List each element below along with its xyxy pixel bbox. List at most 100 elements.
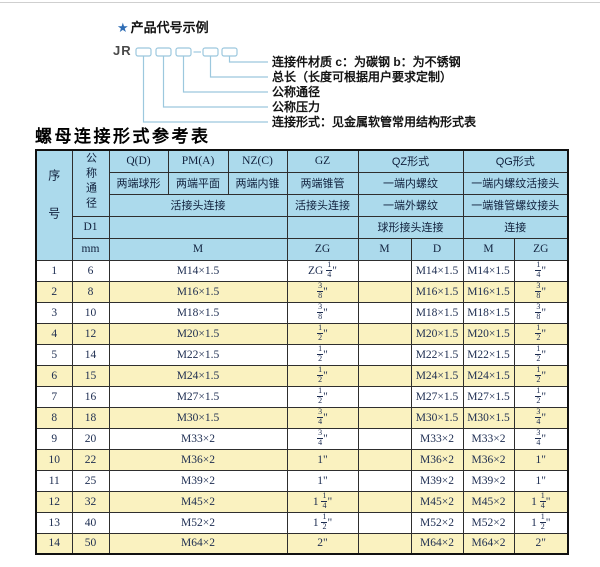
table-row: 14 50 M64×2 2" M64×2 M64×2 2"	[35, 532, 569, 555]
header-qz-sub1: 一端内螺纹	[357, 171, 464, 195]
cell-qg-m: M22×1.5	[462, 343, 515, 366]
cell-qg-zg: 3 8 "	[513, 280, 569, 303]
header-qg-sub2: 一端锥管螺纹接头	[462, 193, 569, 217]
cell-qg-m: M33×2	[462, 427, 515, 450]
leader-lines-svg	[135, 47, 268, 123]
table-row: 3 10 M18×1.5 3 8 " M18×1.5 M18×1.5 3 8 "	[35, 301, 569, 324]
cell-zg: 3 8 "	[286, 301, 359, 324]
leader-line	[228, 56, 268, 63]
cell-qz-d: M14×1.5	[410, 259, 464, 282]
cell-qz-d: M52×2	[410, 511, 464, 534]
cell-qz-m	[357, 280, 412, 303]
cell-seq: 14	[35, 532, 73, 555]
table-row: 4 12 M20×1.5 1 2 " M20×1.5 M20×1.5 1 2 "	[35, 322, 569, 345]
cell-m: M30×1.5	[108, 406, 288, 429]
header-union-conn: 活接头连接	[108, 193, 288, 217]
cell-zg: 2"	[286, 532, 359, 555]
header-qg-form: QG形式	[462, 149, 569, 173]
diagram-label-diameter: 公称通径	[272, 85, 321, 99]
cell-qz-m	[357, 448, 412, 471]
table-row: 8 18 M30×1.5 3 4 " M30×1.5 M30×1.5 3 4 "	[35, 406, 569, 429]
cell-qg-m: M16×1.5	[462, 280, 515, 303]
cell-m: M22×1.5	[108, 343, 288, 366]
cell-qg-m: M64×2	[462, 532, 515, 555]
code-box	[202, 47, 219, 57]
header-mm: mm	[71, 237, 110, 261]
cell-qz-d: M16×1.5	[410, 280, 464, 303]
code-box	[155, 47, 172, 57]
cell-seq: 12	[35, 490, 73, 513]
cell-zg: 1 1 2 "	[286, 511, 359, 534]
header-m3: M	[462, 237, 515, 261]
table-row: 9 20 M33×2 3 4 " M33×2 M33×2 3 4 "	[35, 427, 569, 450]
cell-seq: 2	[35, 280, 73, 303]
cell-qz-d: M45×2	[410, 490, 464, 513]
reference-table: 序号 公称通径 Q(D) PM(A) NZ(C) GZ QZ形式 QG形式 两端…	[35, 149, 569, 555]
header-m1: M	[108, 237, 288, 261]
cell-m: M36×2	[108, 448, 288, 471]
cell-qg-m: M20×1.5	[462, 322, 515, 345]
table-row: 13 40 M52×2 1 1 2 " M52×2 M52×2 1 1 2 "	[35, 511, 569, 534]
cell-qz-d: M33×2	[410, 427, 464, 450]
cell-seq: 5	[35, 343, 73, 366]
header-zg1: ZG	[286, 237, 359, 261]
cell-zg: 1 2 "	[286, 364, 359, 387]
cell-qg-zg: 3 4 "	[513, 406, 569, 429]
cell-qg-m: M24×1.5	[462, 364, 515, 387]
cell-dn: 10	[71, 301, 110, 324]
cell-qz-m	[357, 301, 412, 324]
leader-line	[162, 56, 268, 108]
table-title: 螺母连接形式参考表	[35, 127, 211, 146]
table-row: 5 14 M22×1.5 1 2 " M22×1.5 M22×1.5 1 2 "	[35, 343, 569, 366]
cell-qg-zg: 1 4 "	[513, 259, 569, 282]
cell-dn: 14	[71, 343, 110, 366]
cell-qg-m: M18×1.5	[462, 301, 515, 324]
cell-m: M27×1.5	[108, 385, 288, 408]
header-zg2: ZG	[513, 237, 569, 261]
header-nz: NZ(C)	[227, 149, 288, 173]
table-row: 1 6 M14×1.5 ZG 1 4 " M14×1.5 M14×1.5 1 4 "	[35, 259, 569, 282]
cell-zg: 1 2 "	[286, 385, 359, 408]
header-qz-conn: 球形接头连接	[357, 215, 464, 239]
cell-seq: 11	[35, 469, 73, 492]
cell-m: M16×1.5	[108, 280, 288, 303]
cell-m: M45×2	[108, 490, 288, 513]
cell-dn: 32	[71, 490, 110, 513]
cell-dn: 18	[71, 406, 110, 429]
cell-qz-d: M24×1.5	[410, 364, 464, 387]
cell-qg-m: M27×1.5	[462, 385, 515, 408]
cell-qg-zg: 1 2 "	[513, 364, 569, 387]
cell-qz-m	[357, 427, 412, 450]
table-row: 11 25 M39×2 1" M39×2 M39×2 1"	[35, 469, 569, 492]
cell-m: M33×2	[108, 427, 288, 450]
cell-qz-m	[357, 490, 412, 513]
cell-qg-zg: 1 1 4 "	[513, 490, 569, 513]
cell-qz-d: M20×1.5	[410, 322, 464, 345]
cell-qg-m: M52×2	[462, 511, 515, 534]
header-qz-sub2: 一端外螺纹	[357, 193, 464, 217]
cell-qz-m	[357, 469, 412, 492]
header-gz: GZ	[286, 149, 359, 173]
cell-m: M14×1.5	[108, 259, 288, 282]
page-top-border	[0, 2, 600, 3]
header-pm: PM(A)	[167, 149, 229, 173]
cell-zg: 1 1 4 "	[286, 490, 359, 513]
header-gz-conn: 活接头连接	[286, 193, 359, 217]
cell-dn: 25	[71, 469, 110, 492]
cell-qz-m	[357, 259, 412, 282]
cell-qz-d: M64×2	[410, 532, 464, 555]
cell-qg-zg: 1 1 2 "	[513, 511, 569, 534]
cell-m: M52×2	[108, 511, 288, 534]
table-row: 7 16 M27×1.5 1 2 " M27×1.5 M27×1.5 1 2 "	[35, 385, 569, 408]
header-qg-sub1: 一端内螺纹活接头	[462, 171, 569, 195]
cell-qz-m	[357, 532, 412, 555]
star-icon: ★	[117, 20, 129, 35]
cell-seq: 13	[35, 511, 73, 534]
header-gz-sub: 两端锥管	[286, 171, 359, 195]
cell-m: M20×1.5	[108, 322, 288, 345]
code-box	[221, 47, 238, 57]
header-d1: D1	[71, 215, 110, 239]
cell-seq: 8	[35, 406, 73, 429]
cell-seq: 3	[35, 301, 73, 324]
